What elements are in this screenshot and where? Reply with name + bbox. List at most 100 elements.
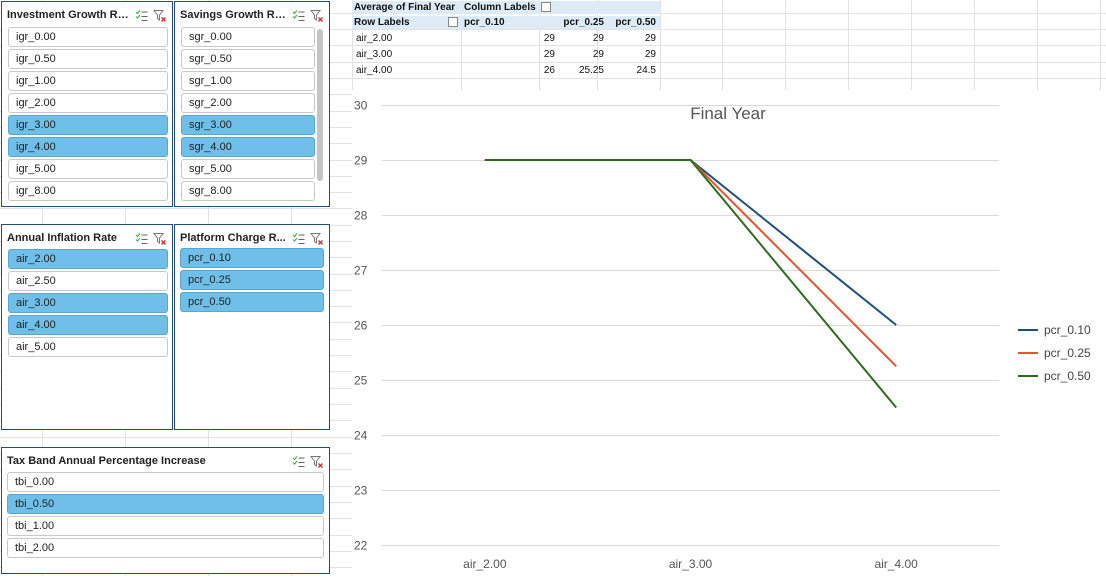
x-tick-label: air_4.00 bbox=[874, 557, 918, 571]
slicer-item-sgr-7[interactable]: sgr_8.00 bbox=[181, 181, 315, 201]
pivot-cell[interactable]: 29 bbox=[644, 49, 656, 60]
row-filter-icon[interactable] bbox=[448, 17, 458, 27]
y-tick-label: 23 bbox=[354, 484, 368, 498]
slicer-item-tbi-3[interactable]: tbi_2.00 bbox=[7, 538, 324, 558]
slicer-item-pcr-0[interactable]: pcr_0.10 bbox=[180, 248, 324, 268]
pivot-col-header: pcr_0.25 bbox=[563, 17, 604, 28]
multi-select-icon[interactable] bbox=[292, 455, 305, 468]
pivot-row: air_4.00 26 25.25 24.5 bbox=[352, 64, 660, 77]
pivot-table: Average of Final Year Column Labels Row … bbox=[352, 0, 660, 78]
pivot-row-label[interactable]: air_4.00 bbox=[356, 65, 393, 76]
clear-filter-icon[interactable] bbox=[310, 9, 323, 22]
slicer-item-tbi-2[interactable]: tbi_1.00 bbox=[7, 516, 324, 536]
slicer-title: Tax Band Annual Percentage Increase bbox=[7, 455, 206, 467]
slicer-header: Tax Band Annual Percentage Increase bbox=[7, 453, 323, 469]
slicer-header: Annual Inflation Rate bbox=[7, 230, 166, 246]
series-line-pcr_0.50 bbox=[484, 159, 897, 409]
slicer-item-sgr-3[interactable]: sgr_2.00 bbox=[181, 93, 315, 113]
pivot-col-header: pcr_0.50 bbox=[615, 17, 656, 28]
series-line-pcr_0.25 bbox=[484, 159, 897, 368]
clear-filter-icon[interactable] bbox=[153, 9, 166, 22]
slicer-header: Savings Growth Rate bbox=[180, 7, 323, 23]
y-tick-label: 25 bbox=[354, 374, 368, 388]
slicer-item-igr-2[interactable]: igr_1.00 bbox=[8, 71, 168, 91]
slicer-item-sgr-5[interactable]: sgr_4.00 bbox=[181, 137, 315, 157]
slicer-item-igr-5[interactable]: igr_4.00 bbox=[8, 137, 168, 157]
y-tick-label: 26 bbox=[354, 319, 368, 333]
multi-select-icon[interactable] bbox=[135, 232, 148, 245]
slicer-title: Platform Charge R... bbox=[180, 232, 286, 244]
slicer-item-tbi-1[interactable]: tbi_0.50 bbox=[7, 494, 324, 514]
legend-label: pcr_0.25 bbox=[1044, 345, 1091, 360]
slicer-item-igr-6[interactable]: igr_5.00 bbox=[8, 159, 168, 179]
slicer-item-igr-0[interactable]: igr_0.00 bbox=[8, 27, 168, 47]
multi-select-icon[interactable] bbox=[292, 232, 305, 245]
chart-plot: 22 23 24 25 26 27 28 29 30 Final Year air_2.00 air_… bbox=[354, 99, 999, 571]
slicer-item-air-2[interactable]: air_3.00 bbox=[8, 293, 168, 313]
legend-label: pcr_0.10 bbox=[1044, 322, 1091, 337]
x-tick-label: air_3.00 bbox=[669, 557, 713, 571]
slicer-item-igr-7[interactable]: igr_8.00 bbox=[8, 181, 168, 201]
slicer-item-sgr-2[interactable]: sgr_1.00 bbox=[181, 71, 315, 91]
pivot-cell[interactable]: 25.25 bbox=[578, 65, 604, 76]
slicer-item-sgr-1[interactable]: sgr_0.50 bbox=[181, 49, 315, 69]
legend-swatch bbox=[1018, 351, 1038, 354]
slicer-item-igr-1[interactable]: igr_0.50 bbox=[8, 49, 168, 69]
slicer-scrollbar[interactable] bbox=[317, 29, 323, 181]
legend-swatch bbox=[1018, 374, 1038, 377]
pivot-row-label[interactable]: air_2.00 bbox=[356, 33, 393, 44]
slicer-title: Savings Growth Rate bbox=[180, 9, 287, 21]
slicer-platform-charge-rate: Platform Charge R... pcr_0.10 pcr_0.25 p… bbox=[174, 224, 330, 430]
series-line-pcr_0.10 bbox=[484, 159, 897, 326]
slicer-header: Investment Growth Rate bbox=[7, 7, 166, 23]
y-tick-label: 24 bbox=[354, 429, 368, 443]
legend-swatch bbox=[1018, 328, 1038, 331]
chart-title: Final Year bbox=[690, 104, 766, 123]
slicer-item-sgr-6[interactable]: sgr_5.00 bbox=[181, 159, 315, 179]
legend-item[interactable]: pcr_0.10 bbox=[1018, 318, 1091, 341]
pivot-row: air_3.00 29 29 29 bbox=[352, 48, 660, 61]
y-tick-label: 30 bbox=[354, 99, 368, 113]
pivot-cell[interactable]: 29 bbox=[592, 33, 604, 44]
slicer-item-igr-3[interactable]: igr_2.00 bbox=[8, 93, 168, 113]
slicer-item-sgr-4[interactable]: sgr_3.00 bbox=[181, 115, 315, 135]
multi-select-icon[interactable] bbox=[135, 9, 148, 22]
clear-filter-icon[interactable] bbox=[310, 455, 323, 468]
multi-select-icon[interactable] bbox=[292, 9, 305, 22]
slicer-item-air-1[interactable]: air_2.50 bbox=[8, 271, 168, 291]
slicer-item-tbi-0[interactable]: tbi_0.00 bbox=[7, 472, 324, 492]
legend-item[interactable]: pcr_0.25 bbox=[1018, 341, 1091, 364]
pivot-row-labels: Row Labels bbox=[354, 17, 410, 28]
slicer-item-air-0[interactable]: air_2.00 bbox=[8, 249, 168, 269]
pivot-cell[interactable]: 26 bbox=[543, 65, 555, 76]
slicer-savings-growth-rate: Savings Growth Rate sgr_0.00 sgr_0.50 sg… bbox=[174, 1, 330, 207]
slicer-investment-growth-rate: Investment Growth Rate igr_0.00 igr_0.50… bbox=[1, 1, 173, 207]
pivot-cell[interactable]: 29 bbox=[644, 33, 656, 44]
pivot-header-row-1: Average of Final Year Column Labels bbox=[352, 1, 660, 14]
pivot-cell[interactable]: 29 bbox=[543, 33, 555, 44]
clear-filter-icon[interactable] bbox=[310, 232, 323, 245]
clear-filter-icon[interactable] bbox=[153, 232, 166, 245]
y-tick-label: 29 bbox=[354, 154, 368, 168]
pivot-value-label: Average of Final Year bbox=[354, 2, 456, 13]
pivot-cell[interactable]: 29 bbox=[592, 49, 604, 60]
slicer-item-pcr-2[interactable]: pcr_0.50 bbox=[180, 292, 324, 312]
y-tick-label: 22 bbox=[354, 539, 368, 553]
pivot-chart[interactable]: 22 23 24 25 26 27 28 29 30 Final Year air_2.00 air_… bbox=[352, 90, 1106, 576]
column-sort-filter-icon[interactable] bbox=[541, 2, 551, 12]
pivot-cell[interactable]: 24.5 bbox=[636, 65, 656, 76]
slicer-item-igr-4[interactable]: igr_3.00 bbox=[8, 115, 168, 135]
slicer-title: Investment Growth Rate bbox=[7, 9, 130, 21]
slicer-item-air-3[interactable]: air_4.00 bbox=[8, 315, 168, 335]
slicer-item-sgr-0[interactable]: sgr_0.00 bbox=[181, 27, 315, 47]
pivot-cell[interactable]: 29 bbox=[543, 49, 555, 60]
slicer-title: Annual Inflation Rate bbox=[7, 232, 117, 244]
slicer-tax-band-increase: Tax Band Annual Percentage Increase tbi_… bbox=[1, 447, 330, 574]
slicer-item-pcr-1[interactable]: pcr_0.25 bbox=[180, 270, 324, 290]
legend-item[interactable]: pcr_0.50 bbox=[1018, 364, 1091, 387]
chart-legend: pcr_0.10 pcr_0.25 pcr_0.50 bbox=[1018, 318, 1091, 387]
pivot-row-label[interactable]: air_3.00 bbox=[356, 49, 393, 60]
slicer-item-air-4[interactable]: air_5.00 bbox=[8, 337, 168, 357]
y-tick-label: 28 bbox=[354, 209, 368, 223]
pivot-column-labels: Column Labels bbox=[464, 2, 536, 13]
